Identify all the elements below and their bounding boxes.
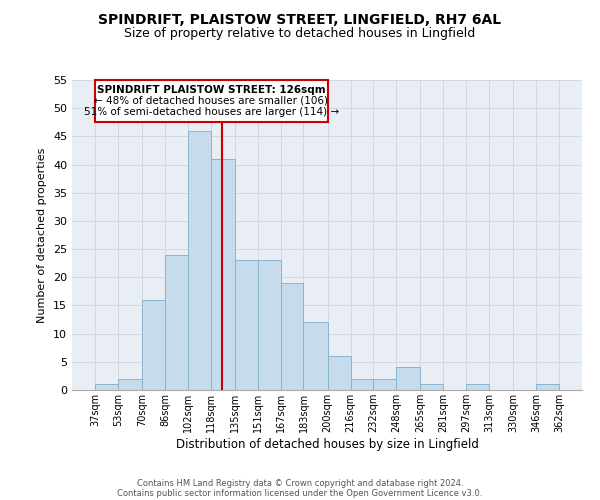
Bar xyxy=(396,368,421,390)
Text: Contains public sector information licensed under the Open Government Licence v3: Contains public sector information licen… xyxy=(118,488,482,498)
Bar xyxy=(466,384,489,390)
Text: SPINDRIFT PLAISTOW STREET: 126sqm: SPINDRIFT PLAISTOW STREET: 126sqm xyxy=(97,84,326,94)
Y-axis label: Number of detached properties: Number of detached properties xyxy=(37,148,47,322)
Bar xyxy=(328,356,350,390)
Bar xyxy=(142,300,165,390)
Bar xyxy=(118,378,142,390)
X-axis label: Distribution of detached houses by size in Lingfield: Distribution of detached houses by size … xyxy=(176,438,478,450)
Bar xyxy=(258,260,281,390)
Bar xyxy=(350,378,373,390)
Bar xyxy=(373,378,396,390)
Bar xyxy=(281,283,304,390)
Bar xyxy=(211,159,235,390)
Bar xyxy=(188,130,211,390)
Text: ← 48% of detached houses are smaller (106): ← 48% of detached houses are smaller (10… xyxy=(94,96,328,106)
Bar xyxy=(95,384,118,390)
Text: 51% of semi-detached houses are larger (114) →: 51% of semi-detached houses are larger (… xyxy=(84,107,339,117)
Bar xyxy=(304,322,328,390)
Text: SPINDRIFT, PLAISTOW STREET, LINGFIELD, RH7 6AL: SPINDRIFT, PLAISTOW STREET, LINGFIELD, R… xyxy=(98,12,502,26)
Text: Contains HM Land Registry data © Crown copyright and database right 2024.: Contains HM Land Registry data © Crown c… xyxy=(137,478,463,488)
Bar xyxy=(165,254,188,390)
Bar xyxy=(421,384,443,390)
Bar xyxy=(536,384,559,390)
FancyBboxPatch shape xyxy=(95,80,328,122)
Bar xyxy=(235,260,258,390)
Text: Size of property relative to detached houses in Lingfield: Size of property relative to detached ho… xyxy=(124,28,476,40)
